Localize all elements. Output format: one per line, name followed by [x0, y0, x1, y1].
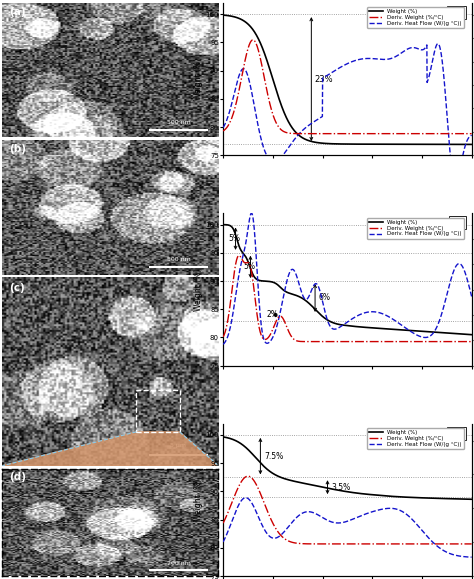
- Legend: Weight (%), Deriv. Weight (%/°C), Deriv. Heat Flow (W/(g °C)): Weight (%), Deriv. Weight (%/°C), Deriv.…: [366, 7, 464, 28]
- Y-axis label: Weight (%): Weight (%): [194, 269, 203, 310]
- Text: 7.5%: 7.5%: [264, 452, 283, 461]
- Polygon shape: [2, 432, 219, 466]
- Text: 5%: 5%: [228, 234, 241, 243]
- Legend: Weight (%), Deriv. Weight (%/°C), Deriv. Heat Flow (W/(g °C)): Weight (%), Deriv. Weight (%/°C), Deriv.…: [366, 218, 464, 239]
- Text: (f): (f): [451, 218, 464, 228]
- Text: 500 nm: 500 nm: [167, 257, 191, 262]
- Text: 5 µm: 5 µm: [171, 443, 186, 448]
- Y-axis label: Weight (%): Weight (%): [194, 479, 203, 521]
- Text: (c): (c): [9, 283, 25, 293]
- Text: (e): (e): [448, 8, 464, 17]
- Text: (b): (b): [9, 144, 26, 154]
- Text: 200 nm: 200 nm: [166, 561, 191, 566]
- Text: (g): (g): [448, 428, 464, 438]
- Text: (d): (d): [9, 472, 26, 482]
- Text: 6%: 6%: [319, 294, 331, 302]
- Bar: [137, 390, 180, 432]
- Y-axis label: Weight (%): Weight (%): [194, 58, 203, 100]
- Text: 5%: 5%: [244, 262, 255, 272]
- Text: 23%: 23%: [314, 75, 333, 83]
- Text: 2%: 2%: [267, 310, 279, 320]
- Text: 3.5%: 3.5%: [331, 483, 350, 492]
- Text: 500 nm: 500 nm: [167, 120, 191, 124]
- Text: (a): (a): [9, 7, 26, 17]
- Legend: Weight (%), Deriv. Weight (%/°C), Deriv. Heat Flow (W/(g °C)): Weight (%), Deriv. Weight (%/°C), Deriv.…: [366, 428, 464, 449]
